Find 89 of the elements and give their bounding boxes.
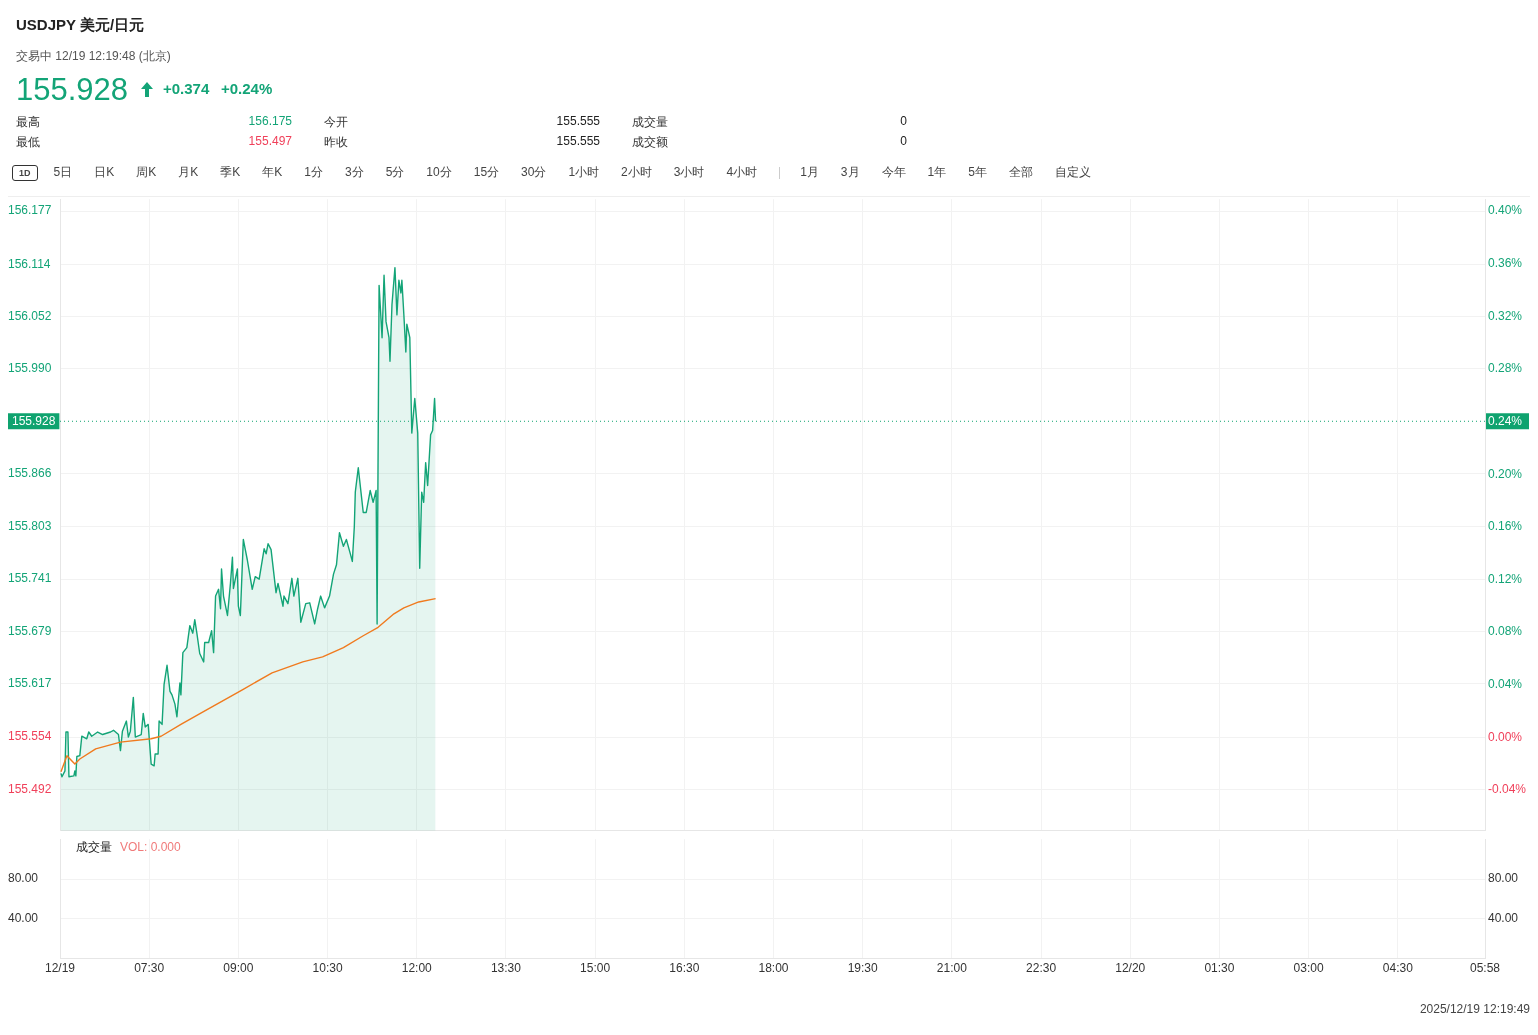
y-tick-label: 156.177 [8, 203, 52, 218]
annotation: VOL: 0.000 [120, 840, 181, 854]
chart-title: 成交量 [76, 840, 112, 854]
y-tick-label: 155.679 [8, 623, 52, 638]
text: 1D [12, 164, 38, 181]
text: 10分 [426, 164, 452, 181]
x-tick-label: 07:30 [134, 961, 165, 976]
x-tick-label: 22:30 [1026, 961, 1057, 976]
y-tick-label: 156.114 [8, 256, 51, 271]
text: 全部 [1008, 164, 1033, 181]
y2-tick-label: 0.32% [1488, 308, 1523, 323]
y2-tick-label: 0.40% [1488, 203, 1523, 218]
x-tick-label: 12/19 [44, 961, 76, 976]
text: 155.928 [16, 72, 129, 108]
y2-tick-label: 80.00 [1488, 871, 1519, 886]
text: 今开 [324, 114, 348, 131]
text: 15分 [473, 164, 500, 181]
y2-tick-label: 0.28% [1488, 361, 1523, 376]
text: 成交额 [632, 134, 668, 151]
text: 今年 [881, 164, 906, 181]
y-tick-label: 155.990 [8, 361, 52, 376]
text: 日K [94, 164, 115, 181]
y2-tick-label: 0.20% [1488, 466, 1523, 481]
text: 自定义 [1054, 164, 1091, 181]
text: 0 [899, 134, 907, 148]
x-tick-label: 10:30 [312, 961, 343, 976]
y2-tick-label: 40.00 [1488, 911, 1519, 926]
y-tick-label: 80.00 [8, 871, 39, 886]
text: 年K [262, 164, 283, 181]
text: 2025/12/19 12:19:49 [1419, 1002, 1530, 1016]
text: 季K [220, 164, 241, 181]
y-tick-label: 156.052 [8, 308, 52, 323]
text: 5分 [385, 164, 405, 181]
text: 3小时 [673, 164, 705, 181]
chart-title: USDJPY 美元/日元 [16, 16, 145, 35]
text: 5年 [968, 164, 987, 181]
x-tick-label: 18:00 [758, 961, 789, 976]
y-tick-label: 155.803 [8, 519, 52, 534]
x-tick-label: 01:30 [1204, 961, 1235, 976]
text: 1小时 [568, 164, 600, 181]
text: 155.555 [555, 114, 600, 128]
text: 1年 [927, 164, 947, 181]
y-tick-label: 155.866 [8, 465, 52, 480]
x-tick-label: 15:00 [580, 961, 611, 976]
y2-tick-label: 0.00% [1488, 729, 1523, 744]
y-tick-label: 155.554 [8, 729, 52, 744]
text: 0 [899, 114, 907, 128]
y2-tick-label: 0.36% [1488, 255, 1523, 270]
y2-tick-label: 0.16% [1488, 519, 1523, 534]
text: 最低 [16, 134, 40, 151]
y-tick-label: 155.617 [8, 676, 52, 691]
text: 成交量 [632, 114, 668, 131]
text: 3月 [840, 164, 860, 181]
x-tick-label: 13:30 [490, 961, 522, 976]
text: +0.24% [221, 80, 273, 97]
text: 4小时 [726, 164, 758, 181]
x-tick-label: 19:30 [847, 961, 879, 976]
text: 1分 [304, 164, 323, 181]
text: +0.374 [163, 80, 210, 97]
y2-tick-label: 0.08% [1488, 624, 1523, 639]
y-tick-label: 155.492 [8, 781, 52, 796]
y-tick-label: 155.741 [8, 571, 52, 586]
y2-tick-label: 0.12% [1488, 571, 1523, 586]
y2-tick-label: 0.24% [1488, 413, 1523, 428]
text: 155.555 [555, 134, 600, 148]
x-tick-label: 05:58 [1469, 961, 1501, 976]
x-tick-label: 21:00 [936, 961, 968, 976]
text: 周K [136, 164, 157, 181]
x-tick-label: 03:00 [1293, 961, 1324, 976]
text: 2小时 [621, 164, 652, 181]
x-tick-label: 12/20 [1115, 961, 1146, 976]
text: 3分 [344, 164, 364, 181]
text: 月K [178, 164, 199, 181]
text: 最高 [16, 114, 40, 131]
y2-tick-label: 0.04% [1488, 677, 1523, 692]
ref-line-label: 155.928 [12, 413, 56, 428]
x-tick-label: 12:00 [401, 961, 433, 976]
x-tick-label: 16:30 [669, 961, 700, 976]
text: 5日 [53, 164, 73, 181]
text: 156.175 [247, 114, 292, 128]
y-tick-label: 40.00 [8, 911, 39, 926]
text: 昨收 [324, 134, 348, 151]
chart-subtitle: 交易中 12/19 12:19:48 (北京) [16, 48, 171, 65]
x-tick-label: 04:30 [1382, 961, 1414, 976]
text: 1月 [800, 164, 819, 181]
text: 155.497 [247, 134, 292, 148]
x-tick-label: 09:00 [223, 961, 254, 976]
text: 30分 [521, 164, 547, 181]
y2-tick-label: -0.04% [1488, 782, 1527, 797]
